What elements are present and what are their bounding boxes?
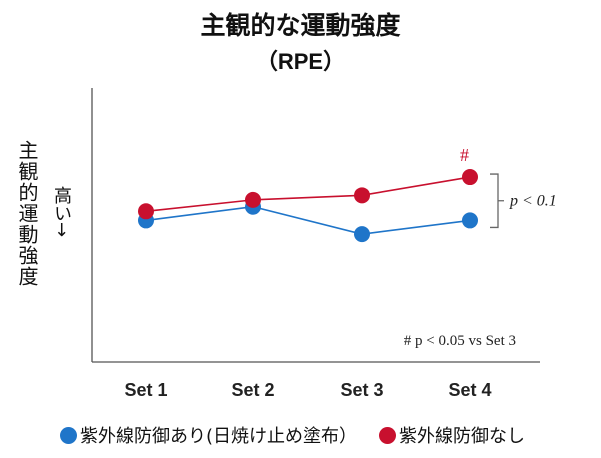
footnote: # p < 0.05 vs Set 3: [404, 333, 516, 349]
legend-label-red: 紫外線防御なし: [399, 426, 526, 447]
annotations: # p < 0.1 # p < 0.05 vs Set 3: [404, 145, 557, 349]
chart-subtitle: （RPE）: [255, 49, 346, 74]
x-tick-label-1: Set 1: [124, 380, 167, 400]
axes: [91, 88, 540, 363]
significance-hash: #: [460, 145, 469, 165]
legend: 紫外線防御あり(日焼け止め塗布） 紫外線防御なし: [60, 422, 600, 448]
x-tick-label-3: Set 3: [340, 380, 383, 400]
chart-title: 主観的な運動強度: [200, 11, 401, 40]
comparison-bracket: [490, 173, 504, 229]
data-point-blue-4: [462, 212, 478, 229]
legend-marker-blue: [60, 426, 77, 444]
series-line-blue: [145, 205, 471, 235]
legend-marker-red: [379, 426, 397, 444]
data-point-red-1: [138, 203, 154, 220]
y-axis-label: 主観的運動強度: [15, 140, 39, 287]
y-axis-direction-label: 高い→: [51, 186, 72, 238]
data-point-blue-3: [354, 226, 370, 243]
legend-item-blue: 紫外線防御あり(日焼け止め塗布）: [60, 422, 357, 448]
x-tick-label-2: Set 2: [231, 380, 274, 400]
data-point-red-3: [354, 187, 370, 204]
series-line-red: [145, 176, 471, 213]
data-point-red-4: [462, 169, 478, 186]
x-tick-label-4: Set 4: [448, 380, 491, 400]
series-layer: [138, 169, 478, 243]
x-tick-labels: Set 1 Set 2 Set 3 Set 4: [124, 380, 491, 400]
bracket-p-label: p < 0.1: [509, 193, 557, 210]
legend-label-blue: 紫外線防御あり(日焼け止め塗布）: [80, 426, 358, 447]
legend-item-red: 紫外線防御なし: [379, 422, 525, 448]
data-point-red-2: [245, 191, 261, 208]
